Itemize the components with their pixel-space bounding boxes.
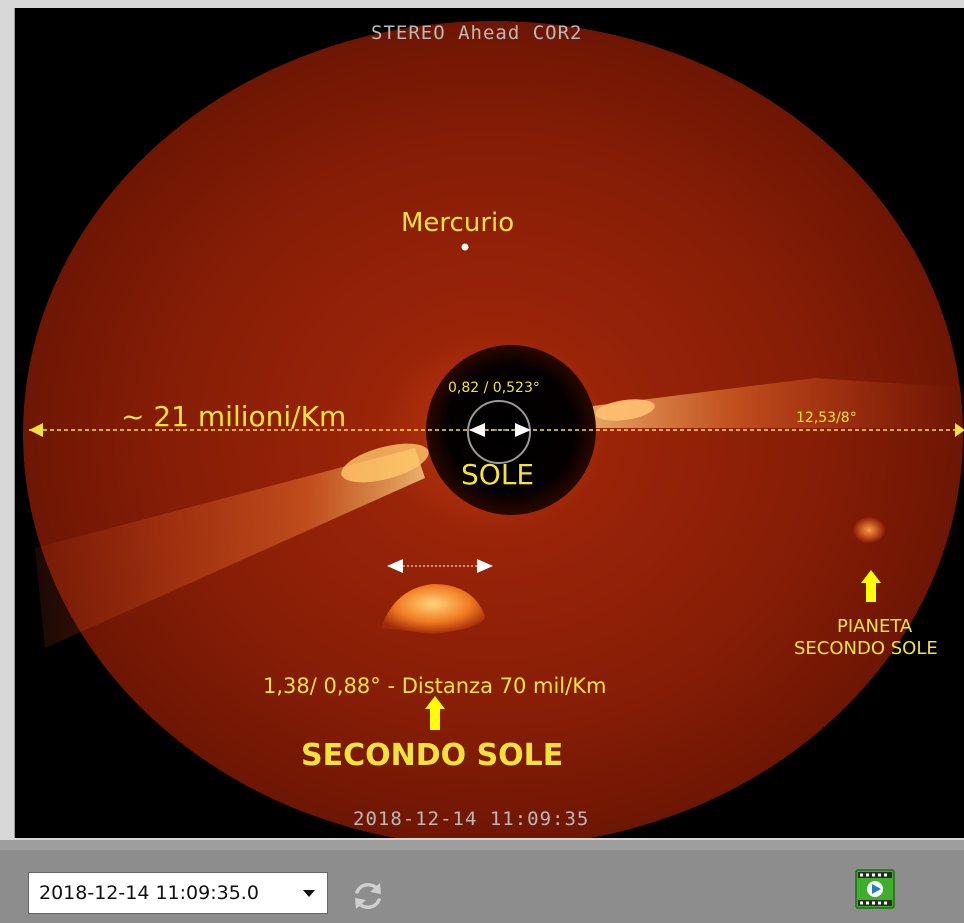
pianeta-label-line1: PIANETA xyxy=(837,616,913,637)
date-select[interactable]: 2018-12-14 11:09:35.0 xyxy=(28,872,328,914)
toolbar-separator xyxy=(0,840,964,850)
date-select-value: 2018-12-14 11:09:35.0 xyxy=(39,882,259,904)
distance-label: ~ 21 milioni/Km xyxy=(121,400,347,433)
secondo-sole-label: SECONDO SOLE xyxy=(301,738,564,773)
sun-size-label: 0,82 / 0,523° xyxy=(448,380,540,396)
secondo-sole-measure-label: 1,38/ 0,88° - Distanza 70 mil/Km xyxy=(263,674,607,698)
pianeta-label-line2: SECONDO SOLE xyxy=(794,638,938,659)
timestamp-label: 2018-12-14 11:09:35 xyxy=(353,808,590,830)
refresh-icon[interactable] xyxy=(350,878,386,914)
right-measure-label: 12,53/8° xyxy=(796,410,857,426)
sole-label: SOLE xyxy=(461,458,535,491)
mercurio-label: Mercurio xyxy=(401,208,515,238)
instrument-label: STEREO Ahead COR2 xyxy=(371,22,583,44)
movie-icon[interactable] xyxy=(855,869,895,909)
chevron-down-icon xyxy=(303,889,315,897)
image-viewer: STEREO Ahead COR2 2018-12-14 11:09:35 Me… xyxy=(14,8,964,838)
coronagraph-frame: STEREO Ahead COR2 2018-12-14 11:09:35 Me… xyxy=(14,8,964,838)
coronagraph-image xyxy=(23,21,964,838)
